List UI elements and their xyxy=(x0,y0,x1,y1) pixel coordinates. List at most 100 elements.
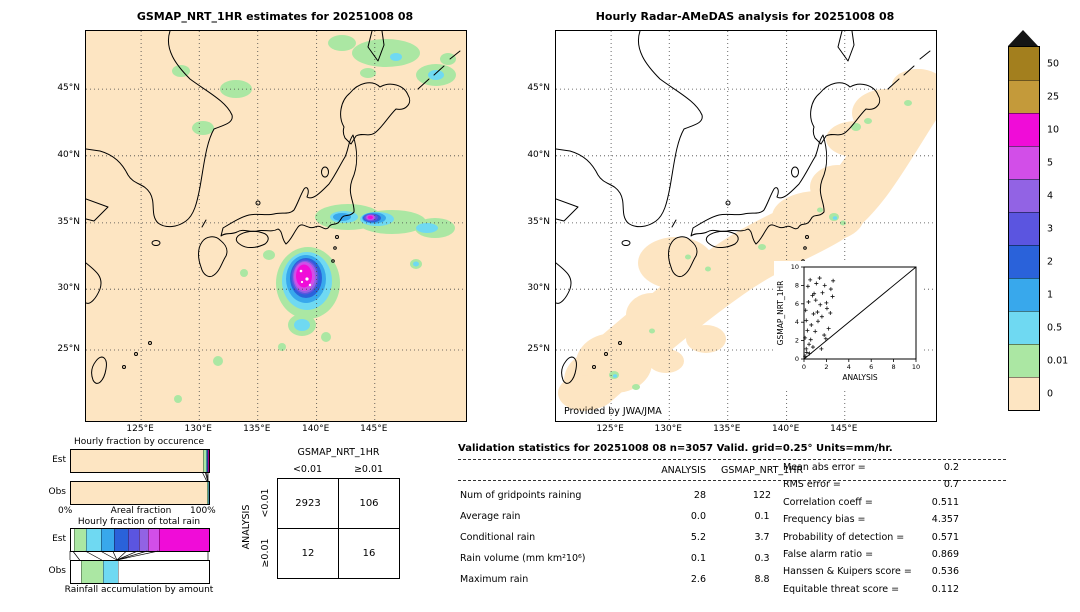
metric-label: Frequency bias = xyxy=(783,514,866,526)
left-map-title: GSMAP_NRT_1HR estimates for 20251008 08 xyxy=(136,10,414,23)
rain-area xyxy=(832,216,838,220)
left-map-xticks: 125°E 130°E 135°E 140°E 145°E xyxy=(85,424,465,436)
right-map-xtick: 125°E xyxy=(596,424,624,434)
stats-col-analysis: ANALYSIS xyxy=(661,465,706,476)
metric-value: 0.536 xyxy=(931,566,959,578)
left-map-ytick: 30°N xyxy=(57,283,80,294)
rain-area xyxy=(686,259,746,299)
rain-area xyxy=(305,277,309,281)
left-map-xtick: 145°E xyxy=(360,424,388,434)
left-map-ytick: 35°N xyxy=(57,216,80,227)
rain-area xyxy=(240,269,248,277)
flow-line xyxy=(116,550,127,561)
sakhalin-coast xyxy=(367,31,385,62)
rain-area xyxy=(810,165,866,209)
flow-line xyxy=(112,550,118,561)
inset-svg: 00 2 2 4 4 6 6 8 8 10 10 ANALYSIS GSMAP_NRT_1HR xyxy=(776,263,920,382)
inset-xtick-label: 2 xyxy=(824,363,828,371)
rain-area xyxy=(172,65,190,77)
izu-island xyxy=(333,246,337,250)
honshu-coast xyxy=(220,134,358,245)
stats-header-spacer xyxy=(460,464,648,478)
bar-segment xyxy=(207,450,209,472)
rain-area xyxy=(278,343,286,351)
inset-scatter: 0 0 2 2 4 4 6 6 8 8 10 10 ANALYSIS GSMAP_NRT_1HR xyxy=(774,261,924,389)
divider xyxy=(458,459,1006,460)
flow-line xyxy=(116,550,148,561)
tsushima-island xyxy=(201,219,207,228)
colorbar-label: 10 xyxy=(1047,124,1060,136)
rain-area xyxy=(705,266,711,272)
rain-area xyxy=(685,254,691,260)
rain-area xyxy=(768,211,836,251)
colorbar-band: 0.01 xyxy=(1009,344,1068,377)
metric-row: RMS error = 0.7 xyxy=(783,479,959,496)
rain-area xyxy=(892,69,936,101)
stats-col-gsmap: GSMAP_NRT_1HR xyxy=(721,465,803,476)
oki-island xyxy=(255,200,261,206)
colorbar-stack: 50 25 10 5 4 3 2 1 0.5 0.01 0 xyxy=(1008,46,1068,411)
right-map-ytick: 35°N xyxy=(527,216,550,227)
contingency-cell-false-alarm: 106 xyxy=(338,478,400,529)
flow-line xyxy=(85,550,102,561)
colorbar-band: 2 xyxy=(1009,245,1053,278)
rain-area xyxy=(904,100,912,106)
right-map-svg xyxy=(556,31,936,421)
stats-analysis-value: 2.6 xyxy=(690,574,706,585)
colorbar-label: 0 xyxy=(1047,388,1054,400)
metric-value: 4.357 xyxy=(931,514,959,526)
stats-metrics: Mean abs error = 0.2 RMS error = 0.7 Correla… xyxy=(783,462,959,601)
inset-xlabel: ANALYSIS xyxy=(842,373,878,382)
rain-area xyxy=(390,53,402,61)
flow-line xyxy=(72,550,80,561)
stats-analysis-value: 28 xyxy=(693,490,706,501)
contingency-cell-hits: 16 xyxy=(338,528,400,579)
rain-area xyxy=(300,280,304,284)
inset-xtick-label: 8 xyxy=(892,363,896,371)
rain-area xyxy=(321,332,331,342)
stats-analysis-value: 5.2 xyxy=(690,532,706,543)
rain-area xyxy=(213,356,223,366)
colorbar-band: 3 xyxy=(1009,212,1053,245)
right-map-title: Hourly Radar-AMeDAS analysis for 2025100… xyxy=(595,10,895,23)
accumulation-caption: Rainfall accumulation by amount xyxy=(64,585,214,595)
total-rain-title: Hourly fraction of total rain xyxy=(77,517,201,527)
right-map-ytick: 45°N xyxy=(527,83,550,94)
rain-area xyxy=(648,349,684,373)
metric-value: 0.112 xyxy=(931,583,959,595)
left-map-ytick: 40°N xyxy=(57,149,80,160)
colorbar-overflow-arrow-icon xyxy=(1008,30,1038,46)
inset-ytick-label: 10 xyxy=(791,263,799,271)
stats-row-label: Conditional rain xyxy=(460,532,536,543)
left-map-ytick: 45°N xyxy=(57,83,80,94)
bar-segment xyxy=(101,529,114,551)
metric-row: Equitable threat score = 0.112 xyxy=(783,584,959,601)
colorbar-label: 2 xyxy=(1047,256,1054,268)
occ-connectors xyxy=(201,471,209,482)
rain-connectors xyxy=(69,550,209,561)
left-map-xtick: 140°E xyxy=(301,424,330,434)
colorbar-label: 50 xyxy=(1047,58,1060,69)
metric-row: Correlation coeff = 0.511 xyxy=(783,497,959,514)
stats-row-label: Average rain xyxy=(460,511,521,522)
izu-island xyxy=(331,259,335,263)
occ-est-label: Est xyxy=(52,455,66,465)
bar-segment xyxy=(71,561,81,583)
bar-segment xyxy=(138,529,149,551)
inset-xtick-label: 0 xyxy=(802,363,806,371)
right-map-xtick: 140°E xyxy=(771,424,800,434)
contingency-cell-hits-none: 2923 xyxy=(277,478,339,529)
areal-axis-min: 0% xyxy=(58,506,73,516)
inset-ytick-label: 4 xyxy=(795,318,799,326)
rain-area xyxy=(758,244,766,250)
contingency-col-label-1: <0.01 xyxy=(292,464,323,475)
rain-area xyxy=(686,325,726,353)
stats-row-label: Maximum rain xyxy=(460,574,529,585)
left-precip xyxy=(172,35,456,403)
left-map-gridlines xyxy=(86,31,466,421)
inset-ytick-label: 8 xyxy=(795,281,799,289)
flow-line xyxy=(116,550,138,561)
contingency-row-axis: ANALYSIS xyxy=(241,504,252,550)
bar-segment xyxy=(202,450,206,472)
right-map-xtick: 130°E xyxy=(654,424,682,434)
